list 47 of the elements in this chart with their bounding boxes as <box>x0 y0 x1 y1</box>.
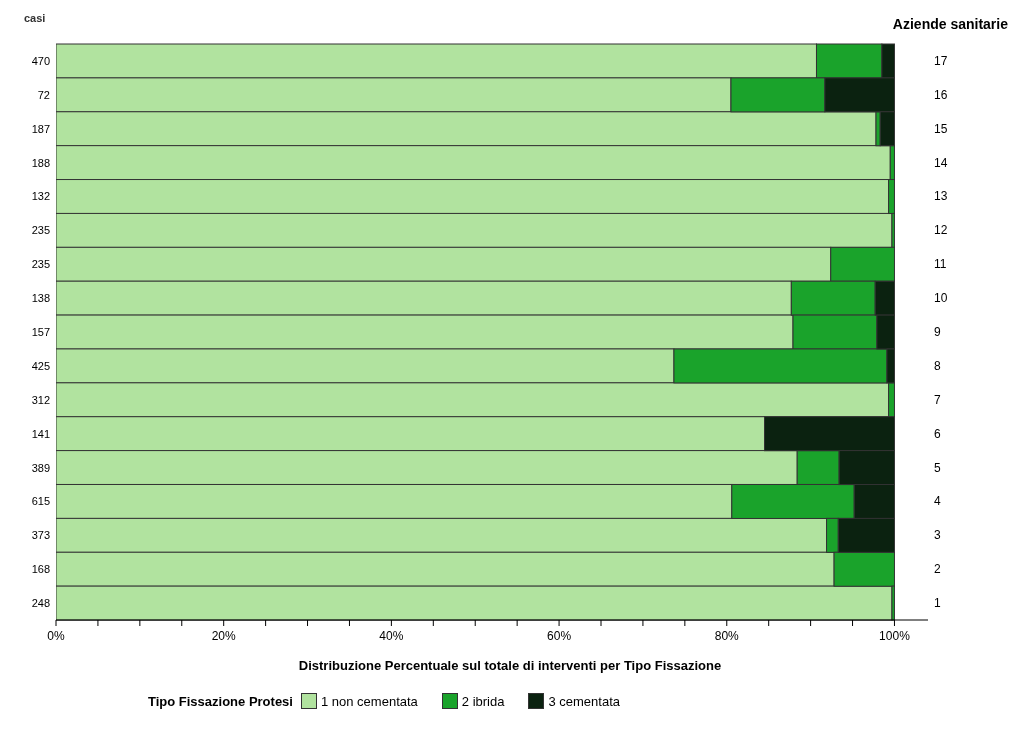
y-tick-label: 11 <box>934 257 947 272</box>
y-tick-label: 7 <box>934 392 941 407</box>
text: 157 <box>31 326 50 338</box>
text: 425 <box>31 359 50 372</box>
text: 235 <box>31 224 50 237</box>
text: 235 <box>31 258 50 271</box>
y-axis-title: casi <box>24 12 46 24</box>
y-tick-label: 5 <box>934 460 941 475</box>
text: 470 <box>31 54 50 67</box>
y-tick-label: 10 <box>934 291 948 306</box>
text: 138 <box>31 292 50 305</box>
text: 141 <box>31 427 50 440</box>
text: 389 <box>31 461 50 474</box>
y-tick-label: 12 <box>934 223 948 238</box>
text: 312 <box>31 393 50 406</box>
text: 188 <box>31 156 50 169</box>
x-axis-title: Distribuzione Percentuale sul totale di interventi per Tipo Fissazione <box>297 658 723 673</box>
x-tick-label: 20% <box>211 629 237 643</box>
legend-title: Tipo Fissazione Protesi <box>148 693 293 709</box>
x-tick-label: 100% <box>879 629 911 643</box>
text: 615 <box>31 495 50 508</box>
text: 187 <box>31 122 50 135</box>
y-tick-label: 9 <box>934 325 941 339</box>
x-tick-label: 40% <box>379 629 404 643</box>
y-tick-label: 14 <box>934 155 948 170</box>
y-tick-label: 1 <box>934 596 941 611</box>
x-tick-label: 0% <box>47 629 65 643</box>
y-tick-label: 13 <box>934 189 948 204</box>
legend-label: 3 cementata <box>548 693 621 709</box>
y-tick-label: 15 <box>934 121 948 136</box>
y-tick-label: 17 <box>934 53 948 68</box>
text: 72 <box>37 88 50 101</box>
x-tick-label: 60% <box>547 629 572 643</box>
text: 373 <box>31 529 50 542</box>
legend-label: 1 non cementata <box>320 693 418 709</box>
y-tick-label: 16 <box>934 87 948 102</box>
y-tick-label: 3 <box>934 528 941 543</box>
text: 248 <box>31 597 50 610</box>
y-tick-label: 8 <box>934 358 941 373</box>
legend-label: 2 ibrida <box>461 693 505 709</box>
text: 168 <box>31 563 50 576</box>
x-tick-label: 80% <box>714 629 740 643</box>
y2-axis-title: Aziende sanitarie <box>892 16 1008 32</box>
y-tick-label: 4 <box>934 494 941 509</box>
y-tick-label: 6 <box>934 426 941 441</box>
y-tick-label: 2 <box>934 562 941 577</box>
text: 132 <box>31 190 50 203</box>
